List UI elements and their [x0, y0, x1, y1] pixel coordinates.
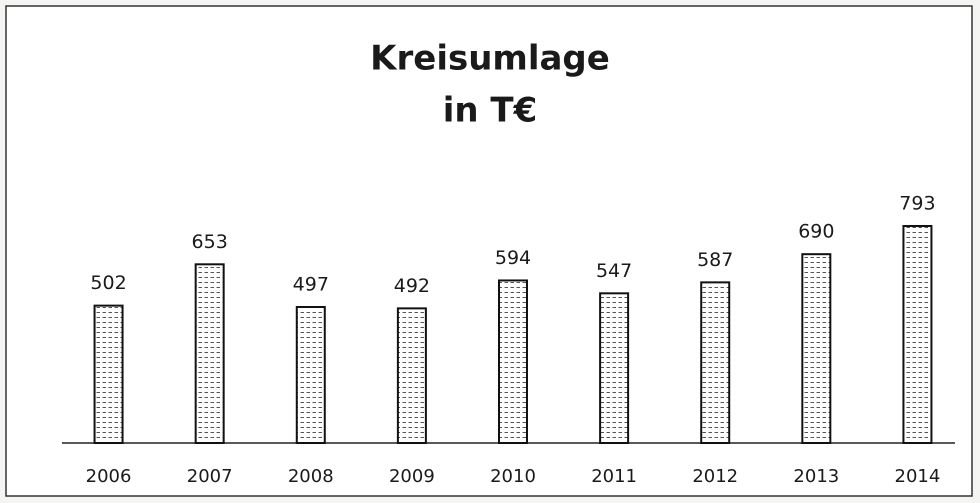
bar [295, 305, 326, 445]
data-label: 653 [192, 231, 228, 253]
x-tick-label: 2011 [591, 466, 637, 487]
x-tick-label: 2013 [793, 466, 839, 487]
data-label: 497 [293, 273, 329, 295]
bar [599, 292, 630, 445]
bar [93, 304, 124, 444]
x-tick-label: 2008 [288, 466, 334, 487]
bar [801, 253, 832, 444]
bar [902, 225, 933, 444]
data-label: 690 [798, 221, 834, 243]
chart-title: in T€ [443, 91, 538, 131]
x-tick-label: 2009 [389, 466, 435, 487]
data-label: 587 [697, 249, 733, 271]
data-label: 594 [495, 247, 531, 269]
data-label: 502 [90, 272, 126, 294]
bar [700, 281, 731, 445]
x-tick-label: 2006 [86, 466, 132, 487]
data-label: 492 [394, 275, 430, 297]
data-label: 547 [596, 260, 632, 282]
x-tick-label: 2014 [895, 466, 941, 487]
bar [194, 263, 225, 444]
x-tick-label: 2007 [187, 466, 233, 487]
data-label: 793 [899, 193, 935, 215]
bar [396, 307, 427, 445]
x-tick-label: 2012 [692, 466, 738, 487]
x-tick-label: 2010 [490, 466, 536, 487]
chart-title: Kreisumlage [370, 39, 610, 79]
bar [498, 279, 528, 444]
